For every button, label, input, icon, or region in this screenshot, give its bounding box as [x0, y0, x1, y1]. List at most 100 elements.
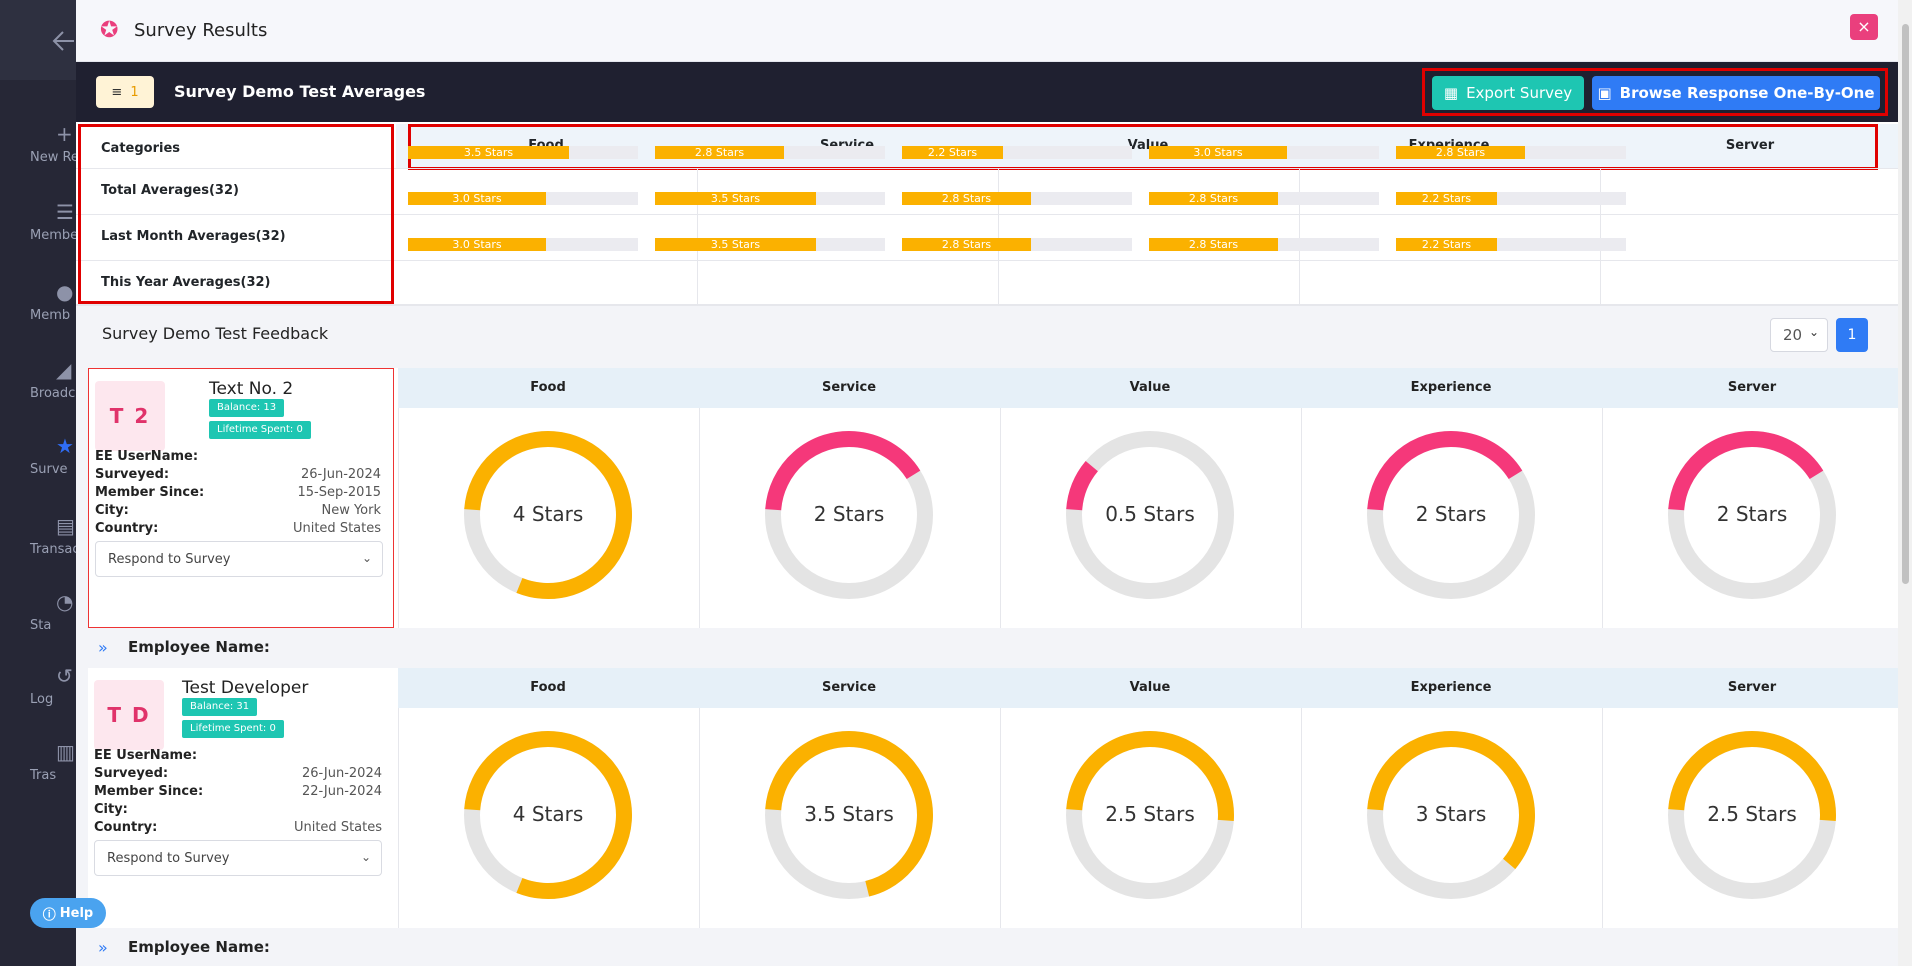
average-bar-fill: 2.8 Stars — [902, 238, 1031, 251]
sidebar-item-surveys[interactable]: ★ Surve — [0, 434, 76, 494]
back-button[interactable] — [0, 0, 76, 80]
row-divider — [76, 260, 1898, 261]
sidebar-item-new[interactable]: + New Re — [0, 122, 79, 182]
action-buttons-highlight — [1422, 68, 1888, 116]
browse-response-label: Browse Response One-By-One — [1619, 84, 1875, 102]
column-divider — [1301, 708, 1302, 928]
average-bar-track: 2.8 Stars — [1149, 238, 1379, 251]
column-divider — [699, 708, 700, 928]
sidebar-item-label: Membe — [30, 228, 79, 243]
categories-highlight: Categories Total Averages(32) Last Month… — [78, 124, 394, 304]
average-bar-fill: 2.8 Stars — [902, 192, 1031, 205]
scrollbar-thumb[interactable] — [1902, 24, 1909, 584]
rating-value-label: 4 Stars — [512, 802, 584, 826]
avatar: T D — [94, 680, 164, 750]
respondent-name: Test Developer — [182, 678, 309, 698]
city-label: City: — [94, 802, 128, 817]
sidebar-item-transactions[interactable]: ▤ Transac — [0, 514, 79, 574]
column-divider — [398, 708, 399, 928]
ribbon-icon: ✪ — [100, 18, 119, 43]
plus-icon: + — [56, 122, 73, 146]
row-divider — [76, 214, 1898, 215]
export-survey-button[interactable]: ▦ Export Survey — [1432, 76, 1584, 110]
averages-header-row — [396, 124, 1898, 168]
help-button[interactable]: ⓘ Help — [30, 898, 106, 928]
per-page-value: 20 — [1783, 326, 1803, 344]
respond-select-value: Respond to Survey — [108, 552, 231, 567]
column-divider — [398, 408, 399, 628]
country-label: Country: — [95, 521, 159, 536]
column-divider — [1602, 408, 1603, 628]
average-bar-fill: 3.5 Stars — [408, 146, 569, 159]
rating-donut — [1066, 431, 1234, 599]
surveyed-value: 26-Jun-2024 — [300, 467, 381, 482]
country-value: United States — [292, 521, 381, 536]
page-1-button[interactable]: 1 — [1836, 318, 1868, 352]
column-divider — [1301, 408, 1302, 628]
balance-badge: Balance: 31 — [182, 698, 258, 716]
rating-value-label: 2.5 Stars — [1707, 802, 1797, 826]
rating-value-label: 2 Stars — [1716, 502, 1788, 526]
sidebar-item-stats[interactable]: ◔ Sta — [0, 590, 76, 650]
member-since-label: Member Since: — [94, 784, 204, 799]
chevrons-right-icon: » — [98, 938, 108, 957]
average-bar-track: 2.8 Stars — [1396, 146, 1626, 159]
city-label: City: — [95, 503, 129, 518]
average-bar-track: 3.0 Stars — [408, 192, 638, 205]
city-value: New York — [321, 503, 381, 518]
employee-name-row[interactable]: » Employee Name: — [76, 628, 1898, 668]
per-page-select[interactable]: 20 ⌄ — [1770, 318, 1828, 352]
column-header-food: Food — [530, 680, 566, 695]
export-survey-label: Export Survey — [1466, 84, 1573, 102]
receipt-icon: ▤ — [56, 514, 75, 538]
sidebar-item-label: Tras — [30, 768, 57, 783]
column-divider — [697, 168, 698, 304]
sidebar-item-logs[interactable]: ↺ Log — [0, 664, 76, 724]
rating-donut — [1367, 731, 1535, 899]
respond-to-survey-select[interactable]: Respond to Survey ⌄ — [95, 541, 383, 577]
column-divider — [998, 168, 999, 304]
sidebar-item-trash[interactable]: ▥ Tras — [0, 740, 76, 800]
star-icon: ★ — [56, 434, 74, 458]
average-bar-fill: 3.5 Stars — [655, 238, 816, 251]
trash-icon: ▥ — [56, 740, 75, 764]
column-divider — [1299, 168, 1300, 304]
rating-value-label: 2 Stars — [813, 502, 885, 526]
rating-value-label: 3 Stars — [1415, 802, 1487, 826]
rating-value-label: 2.5 Stars — [1105, 802, 1195, 826]
lifetime-spent-badge: Lifetime Spent: 0 — [209, 421, 311, 439]
filter-button[interactable]: ≡ 1 — [96, 76, 154, 108]
category-total-averages: Total Averages(32) — [101, 183, 239, 198]
average-bar-track: 2.8 Stars — [655, 146, 885, 159]
sidebar-item-broadcast[interactable]: ◢ Broadc — [0, 358, 76, 418]
sidebar-item-memb[interactable]: ● Memb — [0, 280, 76, 340]
sidebar-item-label: New Re — [30, 150, 79, 165]
respond-to-survey-select[interactable]: Respond to Survey ⌄ — [94, 840, 382, 876]
average-bar-track: 3.5 Stars — [655, 238, 885, 251]
categories-header: Categories — [101, 141, 181, 156]
averages-table: Food Service Value Experience Server Cat… — [76, 122, 1898, 306]
rating-donut — [765, 731, 933, 899]
respondent-name: Text No. 2 — [209, 379, 294, 399]
chevron-down-icon: ⌄ — [1808, 325, 1819, 339]
employee-name-row[interactable]: » Employee Name: — [76, 928, 1898, 966]
close-button[interactable]: × — [1850, 14, 1878, 40]
question-icon: ⓘ — [42, 907, 56, 923]
average-bar-fill: 2.8 Stars — [1149, 238, 1278, 251]
sidebar-item-label: Surve — [30, 462, 68, 477]
average-bar-fill: 2.2 Stars — [1396, 192, 1497, 205]
ee-username-label: EE UserName: — [95, 449, 199, 464]
country-value: United States — [293, 820, 382, 835]
vertical-scrollbar[interactable] — [1898, 0, 1912, 966]
employee-name-label: Employee Name: — [128, 938, 270, 956]
column-header-service: Service — [821, 680, 877, 695]
survey-results-modal: ✪ Survey Results × ≡ 1 Survey Demo Test … — [76, 0, 1898, 966]
surveyed-value: 26-Jun-2024 — [301, 766, 382, 781]
category-last-month-averages: Last Month Averages(32) — [101, 229, 286, 244]
rating-donut — [464, 731, 632, 899]
browse-response-button[interactable]: ▣ Browse Response One-By-One — [1592, 76, 1880, 110]
sidebar-item-members[interactable]: ☰ Membe — [0, 200, 79, 260]
average-bar-track: 2.2 Stars — [902, 146, 1132, 159]
average-bar-fill: 2.2 Stars — [1396, 238, 1497, 251]
member-since-label: Member Since: — [95, 485, 205, 500]
